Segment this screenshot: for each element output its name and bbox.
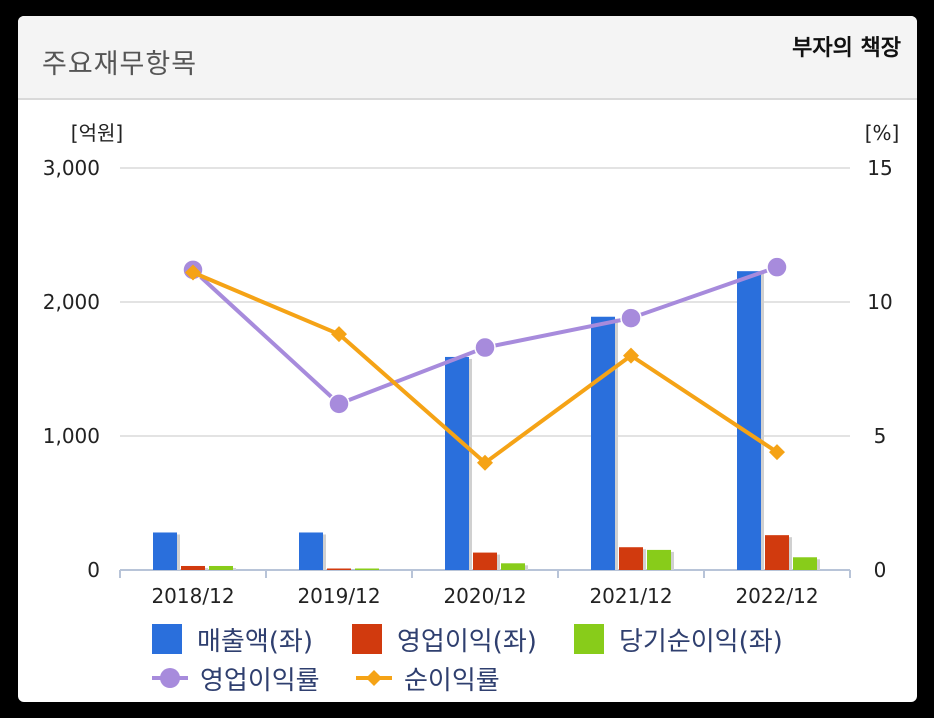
line-point	[474, 336, 496, 359]
left-tick-label: 3,000	[43, 156, 100, 180]
left-tick-label: 2,000	[43, 290, 100, 314]
brand-label: 부자의 책장	[792, 36, 901, 61]
x-tick-label: 2019/12	[297, 584, 380, 608]
bar	[647, 549, 671, 570]
line-point	[331, 326, 347, 343]
chart-panel: 주요재무항목 부자의 책장	[18, 16, 917, 702]
bar	[181, 565, 205, 570]
series-line	[191, 265, 778, 406]
legend-label: 순이익률	[404, 666, 500, 696]
bar	[501, 563, 525, 570]
bar	[737, 271, 761, 570]
bar	[619, 547, 643, 570]
legend-swatch	[352, 624, 382, 654]
right-axis-unit: [%]	[865, 121, 900, 145]
line-point	[620, 307, 642, 329]
bar	[153, 532, 177, 570]
bar	[299, 532, 323, 570]
x-tick-label: 2021/12	[589, 584, 672, 608]
right-tick-label: 5	[874, 424, 887, 448]
right-tick-label: 10	[867, 290, 892, 314]
right-tick-label: 0	[874, 558, 887, 582]
bar	[209, 565, 233, 570]
panel-title: 주요재무항목	[42, 49, 198, 80]
panel-header: 주요재무항목 부자의 책장	[18, 16, 917, 100]
bar	[793, 557, 817, 570]
bar	[327, 568, 351, 570]
right-tick-label: 15	[867, 156, 892, 180]
legend-marker	[160, 668, 180, 688]
x-tick-label: 2018/12	[151, 584, 234, 608]
bar	[765, 535, 789, 570]
legend-swatch	[574, 624, 604, 654]
legend-marker	[366, 670, 382, 686]
legend-label: 영업이익률	[200, 666, 320, 696]
left-axis-unit: [억원]	[71, 121, 123, 145]
x-tick-label: 2020/12	[443, 584, 526, 608]
left-tick-label: 1,000	[43, 424, 100, 448]
legend-label: 영업이익(좌)	[397, 627, 537, 657]
bar	[355, 568, 379, 570]
bar	[473, 552, 497, 570]
bar	[591, 316, 615, 570]
left-tick-label: 0	[87, 558, 100, 582]
line-point	[328, 393, 350, 415]
line-point	[769, 444, 785, 461]
bar	[445, 356, 469, 570]
line-point	[185, 264, 201, 281]
line-point	[477, 454, 493, 471]
x-tick-label: 2022/12	[735, 584, 818, 608]
line-point	[766, 256, 788, 278]
legend-label: 당기순이익(좌)	[619, 627, 783, 657]
legend-swatch	[152, 624, 182, 654]
line-point	[623, 347, 639, 364]
legend-label: 매출액(좌)	[197, 627, 313, 657]
